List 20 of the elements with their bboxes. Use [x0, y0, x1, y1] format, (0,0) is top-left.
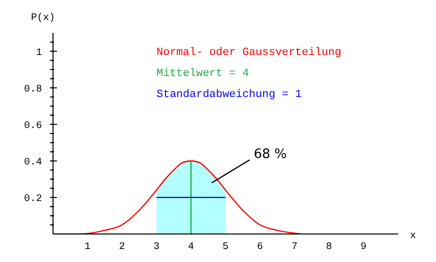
y-tick-label: 0.6 [24, 120, 42, 132]
x-axis-title: x [410, 231, 416, 242]
y-tick-label: 0.4 [24, 157, 42, 168]
x-tick-label: 1 [84, 242, 91, 254]
y-tick-label: 0.8 [24, 84, 42, 96]
y-tick-label: 1 [36, 48, 42, 59]
x-tick-label: 8 [326, 242, 332, 254]
y-tick-label: 0.2 [24, 194, 42, 205]
y-axis-title: P(x) [30, 12, 56, 24]
x-tick-label: 3 [153, 242, 160, 254]
x-tick-label: 4 [188, 242, 194, 254]
x-tick-label: 7 [291, 242, 298, 254]
x-tick-label: 9 [360, 242, 367, 254]
x-tick-label: 2 [118, 242, 126, 254]
x-tick-label: 6 [256, 242, 264, 254]
text: Normal- oder Gaussverteilung [156, 47, 342, 60]
x-tick-label: 5 [222, 242, 229, 254]
annotation: Standardabweichung = 1 [156, 89, 302, 102]
annotation: 68 % [254, 146, 287, 162]
annotation: Mittelwert = 4 [156, 68, 250, 80]
